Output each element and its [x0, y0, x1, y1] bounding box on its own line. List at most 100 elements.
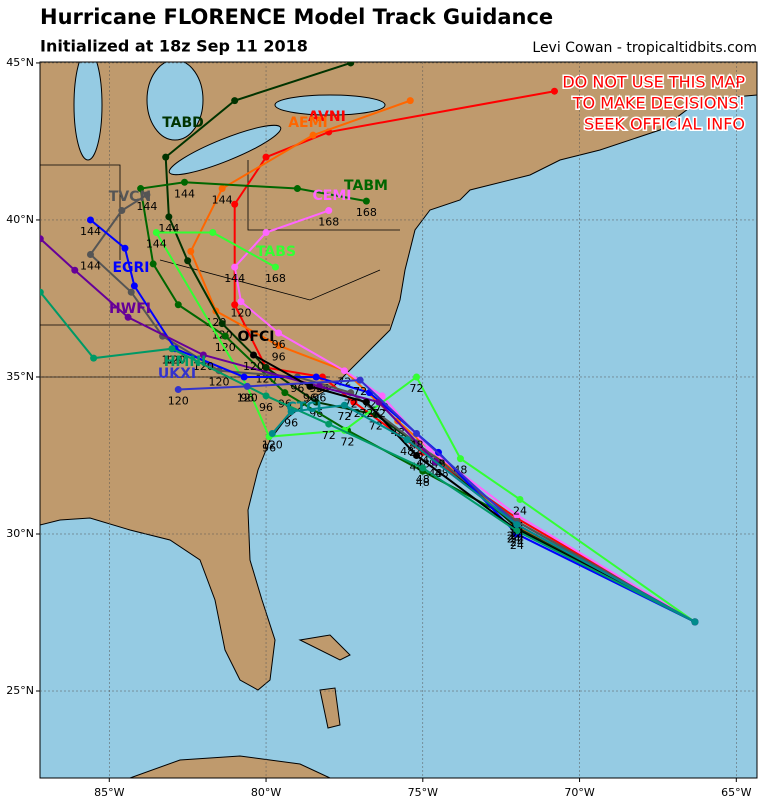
hour-label: 120 — [243, 360, 264, 373]
hour-label: 120 — [161, 354, 182, 367]
hour-label: 48 — [410, 439, 424, 452]
hour-label: 144 — [212, 194, 233, 207]
hour-label: 24 — [510, 530, 524, 543]
warning: SEEK OFFICIAL INFO — [584, 115, 745, 134]
track-point — [550, 87, 558, 95]
hour-label: 72 — [369, 420, 383, 433]
track-point — [340, 401, 348, 409]
track-point — [137, 185, 145, 193]
hour-label: 72 — [353, 385, 367, 398]
model-label: HMNI — [164, 354, 207, 370]
track-point — [71, 266, 79, 274]
hour-label: 48 — [400, 445, 414, 458]
hour-label: 96 — [290, 382, 304, 395]
track-point — [309, 131, 317, 139]
track-point — [118, 207, 126, 215]
hour-label: 144 — [224, 272, 245, 285]
track-point — [356, 376, 364, 384]
hour-label: 72 — [359, 407, 373, 420]
lat-tick-label: 40°N — [6, 213, 34, 226]
track-line — [233, 209, 696, 623]
model-label: TABS — [256, 244, 296, 260]
lon-tick-label: 70°W — [564, 786, 594, 799]
track-point — [237, 298, 245, 306]
track-point — [221, 332, 229, 340]
track-point — [287, 408, 295, 416]
lat-tick-label: 35°N — [6, 370, 34, 383]
lake — [274, 94, 386, 116]
hour-label: 24 — [510, 539, 524, 552]
track-point — [174, 386, 182, 394]
lat-tick-label: 45°N — [6, 56, 34, 69]
track-point — [231, 263, 239, 271]
hour-label: 48 — [416, 476, 430, 489]
track-point — [184, 257, 192, 265]
island — [319, 687, 341, 729]
hour-label: 72 — [337, 410, 351, 423]
lat-tick-label: 25°N — [6, 684, 34, 697]
track-point — [325, 207, 333, 215]
model-label: HWFI — [109, 301, 151, 317]
hour-label: 48 — [416, 473, 430, 486]
track-point — [413, 430, 421, 438]
track-point — [275, 329, 283, 337]
hour-label: 96 — [240, 391, 254, 404]
track-point — [516, 495, 524, 503]
track-point — [513, 527, 521, 535]
track-point — [340, 367, 348, 375]
cuba — [129, 755, 331, 778]
lon-tick-label: 80°W — [251, 786, 281, 799]
track-point — [40, 288, 44, 296]
track-point — [149, 260, 157, 268]
model-label: TABD — [162, 115, 204, 131]
hour-label: 96 — [262, 442, 276, 455]
track-point — [86, 251, 94, 259]
track-point — [362, 398, 370, 406]
track-point — [513, 521, 521, 529]
land — [40, 62, 757, 691]
basemap — [40, 62, 757, 778]
hour-label: 120 — [165, 354, 186, 367]
track-point — [378, 392, 386, 400]
track-point — [143, 191, 151, 199]
track-point — [199, 351, 207, 359]
hour-label: 120 — [168, 395, 189, 408]
hour-label: 144 — [80, 260, 101, 273]
track-point — [513, 511, 521, 519]
model-label: UKXI — [158, 366, 196, 382]
hour-label: 120 — [237, 391, 258, 404]
subtitle: Initialized at 18z Sep 11 2018 — [40, 37, 308, 56]
track-point — [306, 382, 314, 390]
track-point — [403, 436, 411, 444]
model-label: AVNI — [308, 109, 346, 125]
hour-label: 96 — [272, 351, 286, 364]
track-point — [127, 288, 135, 296]
model-label: TABM — [344, 178, 388, 194]
track-point — [243, 382, 251, 390]
credit: Levi Cowan - tropicaltidbits.com — [532, 40, 757, 56]
track-point — [362, 197, 370, 205]
tracks: 2448729612024487296120144244872961201442… — [40, 62, 699, 626]
hour-label: 72 — [322, 429, 336, 442]
track-point — [231, 301, 239, 309]
track-point — [231, 97, 239, 105]
track-point — [325, 420, 333, 428]
island — [298, 634, 351, 661]
track-point — [250, 351, 258, 359]
track-point — [187, 247, 195, 255]
hour-label: 72 — [341, 435, 355, 448]
frame — [39, 61, 758, 779]
warning: DO NOT USE THIS MAP — [562, 73, 745, 92]
lon-tick-label: 85°W — [94, 786, 124, 799]
track-point — [174, 301, 182, 309]
track-point — [130, 282, 138, 290]
hour-label: 120 — [209, 376, 230, 389]
hour-label: 168 — [356, 206, 377, 219]
model-label: CTCI — [286, 400, 321, 416]
model-label: TVCN — [109, 189, 151, 205]
track-point — [152, 229, 160, 237]
track-point — [275, 342, 283, 350]
track-point — [262, 229, 270, 237]
hour-label: 24 — [507, 533, 521, 546]
track-point — [312, 398, 320, 406]
